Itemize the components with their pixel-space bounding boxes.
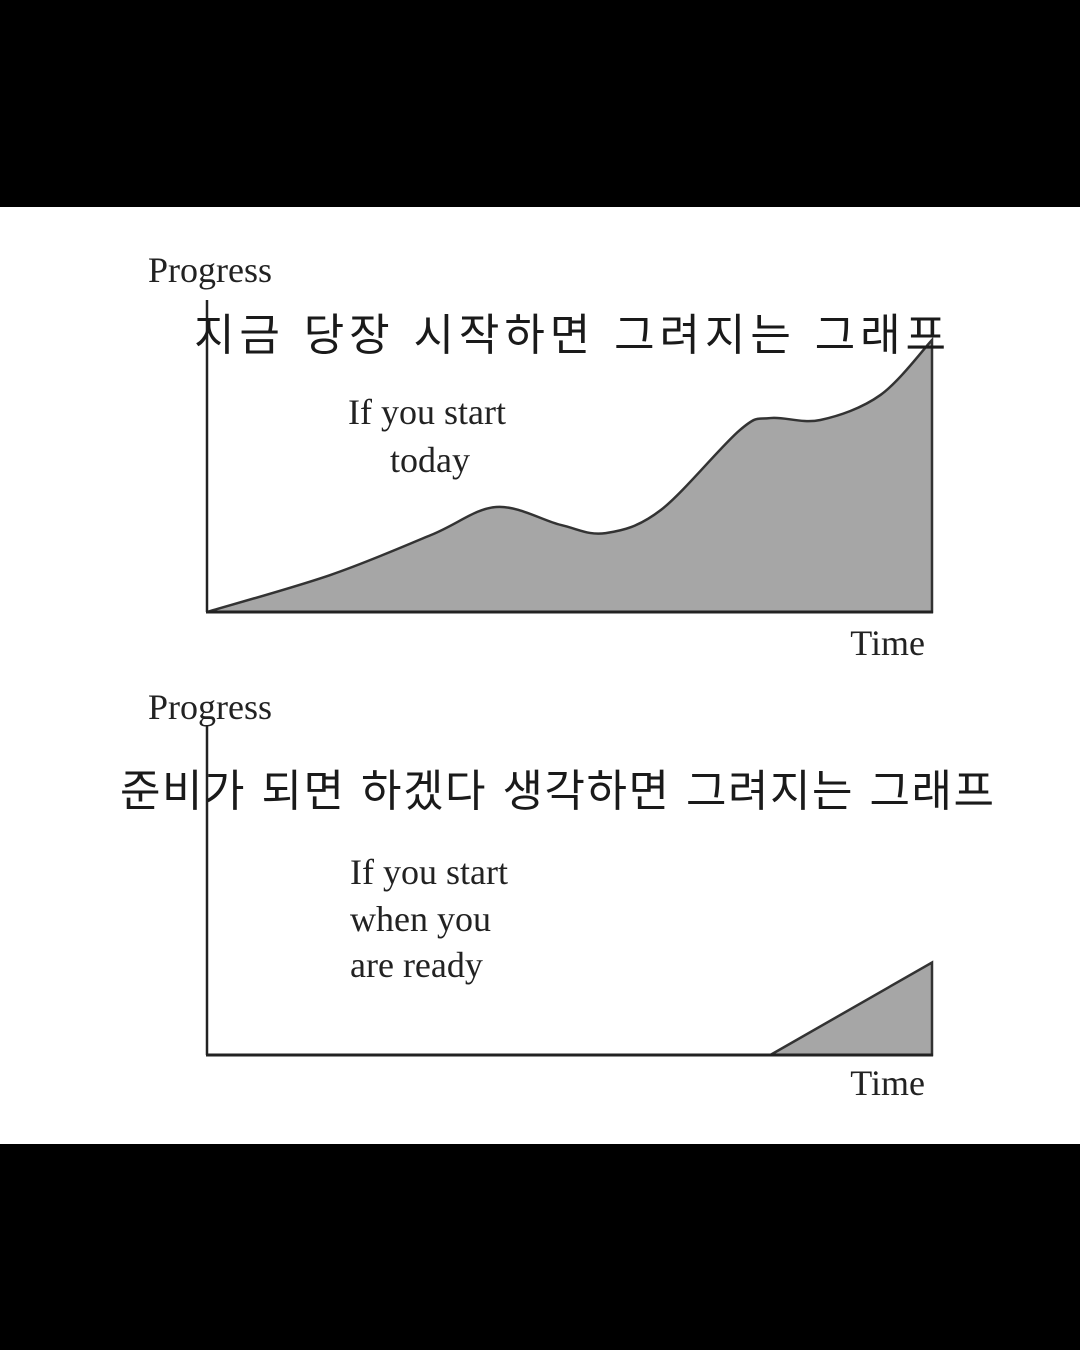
annotation-line: today [390,440,470,480]
progress-comparison-charts: Progress Time 지금 당장 시작하면 그려지는 그래프 If you… [120,250,994,1103]
y-axis-label: Progress [148,250,272,290]
annotation-line: If you start [348,392,506,432]
y-axis-label: Progress [148,687,272,727]
chart-start-today: Progress Time 지금 당장 시작하면 그려지는 그래프 If you… [148,250,946,663]
x-axis-label: Time [850,623,925,663]
progress-area-start-today [206,336,934,614]
chart-start-when-ready: Progress Time 준비가 되면 하겠다 생각하면 그려지는 그래프 I… [120,687,994,1103]
chart-title: 지금 당장 시작하면 그려지는 그래프 [194,310,946,361]
x-axis-label: Time [850,1063,925,1103]
progress-area-start-when-ready [765,960,934,1057]
meme-panel: Progress Time 지금 당장 시작하면 그려지는 그래프 If you… [0,207,1080,1144]
chart-title: 준비가 되면 하겠다 생각하면 그려지는 그래프 [120,766,994,817]
annotation-line: are ready [350,945,483,985]
annotation-line: If you start [350,852,508,892]
annotation-line: when you [350,899,491,939]
